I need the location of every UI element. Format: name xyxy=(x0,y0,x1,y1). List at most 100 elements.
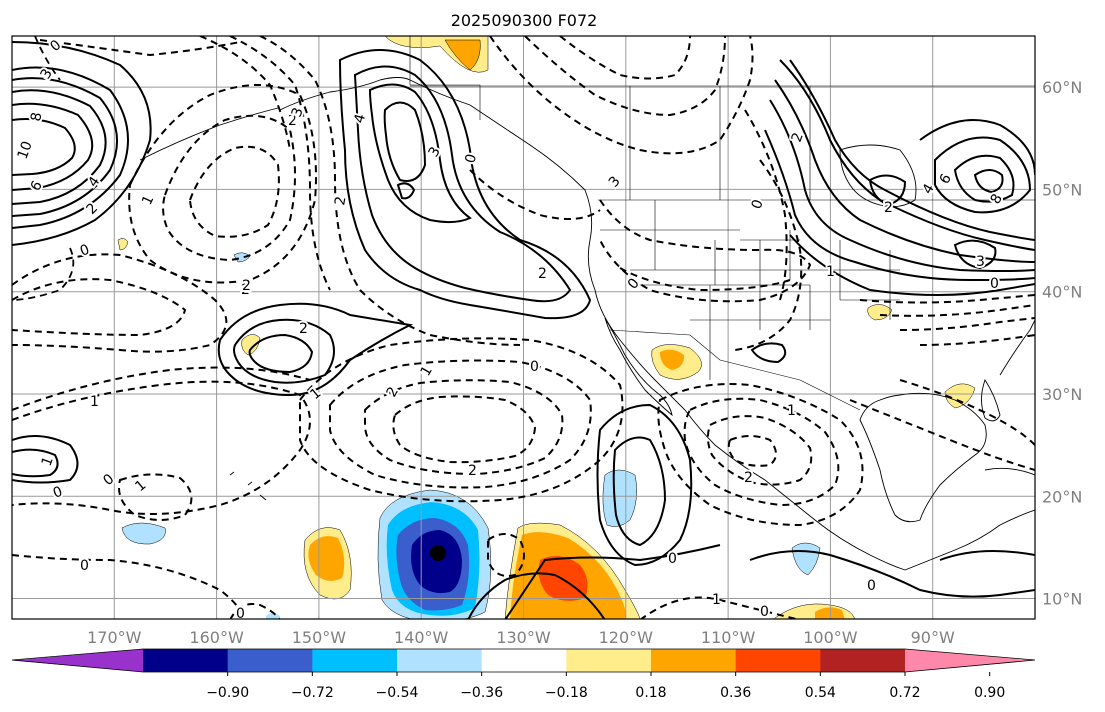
cold-anomaly-center-marker xyxy=(430,545,446,561)
contour-neg-east-3 xyxy=(899,317,1035,331)
warm-anomaly-tiny-b xyxy=(117,238,129,251)
contour-neg-east-2 xyxy=(879,304,1035,317)
contour-pos-ridge-2 xyxy=(353,65,572,303)
contour-label: 0 xyxy=(668,551,677,567)
contour-neg-west-2 xyxy=(12,278,187,337)
shaded-fields xyxy=(117,36,976,619)
contour-pos-east-high-4 xyxy=(973,169,1004,194)
contour-neg-north-4 xyxy=(39,39,241,57)
contour-neg-canada-1 xyxy=(489,36,754,155)
lat-label: 40°N xyxy=(1042,283,1082,302)
contour-pos-ridge-4 xyxy=(383,101,427,182)
contour-pos-nw-3 xyxy=(12,89,107,205)
contour-pos-ridge-3 xyxy=(368,83,472,224)
warm-anomaly-tiny-a xyxy=(241,334,261,356)
contour-pos-west-2 xyxy=(233,318,335,384)
contour-pos-east-3 xyxy=(774,79,1035,263)
lon-label: 160°W xyxy=(189,628,244,647)
warm-anomaly-california-core xyxy=(660,349,685,370)
contour-pos-east-small xyxy=(953,239,997,270)
colorbar-tick-label: −0.18 xyxy=(545,685,588,701)
warm-anomaly-gulf xyxy=(944,383,976,409)
gridlines xyxy=(12,36,1035,619)
contour-label: 2 xyxy=(468,463,477,479)
colorbar-tick-label: 0.18 xyxy=(635,685,666,701)
latitude-labels: 60°N 50°N 40°N 30°N 20°N 10°N xyxy=(1042,78,1082,608)
contour-lines xyxy=(12,36,1035,619)
contour-label: 0 xyxy=(80,558,89,574)
lon-label: 100°W xyxy=(803,628,858,647)
colorbar-segment xyxy=(820,649,906,672)
contour-pos-east-high-5 xyxy=(868,174,907,207)
contour-pos-east-2 xyxy=(789,59,1035,241)
contour-neg-east-6 xyxy=(849,399,1035,471)
map-frame xyxy=(11,35,1036,620)
colorbar-segment xyxy=(397,649,483,672)
contour-label: 0 xyxy=(530,359,539,375)
contour-label: 2 xyxy=(242,278,251,294)
contour-pos-east-4 xyxy=(769,99,1035,272)
contour-pos-southeast xyxy=(749,550,1035,598)
coast-hudson xyxy=(839,144,917,208)
colorbar-tick-label: 0.90 xyxy=(974,685,1005,701)
coastlines xyxy=(139,77,1035,571)
warm-anomaly-alaska-core xyxy=(444,39,481,71)
coast-baja xyxy=(604,317,673,417)
contour-neg-south-2 xyxy=(229,603,281,619)
contour-neg-interior-2 xyxy=(744,109,788,301)
contour-neg-south-1 xyxy=(639,596,801,619)
contour-neg-mexico-4 xyxy=(727,435,777,467)
cold-anomaly-west-small xyxy=(121,522,166,545)
contour-pos-nw-1 xyxy=(12,66,129,229)
country-borders xyxy=(409,36,1035,411)
colorbar-segment xyxy=(651,649,737,672)
warm-anomaly-south-core xyxy=(815,607,845,619)
contour-neg-south-3 xyxy=(487,533,525,577)
colorbar-segment xyxy=(566,649,652,672)
contour-neg-trough-1 xyxy=(299,337,624,503)
lon-label: 120°W xyxy=(599,628,654,647)
colorbar-tick-label: 0.36 xyxy=(720,685,751,701)
cold-anomaly-tiny-b xyxy=(266,613,280,619)
contour-label: 0 xyxy=(867,578,876,594)
contour-neg-north-3 xyxy=(199,36,291,151)
colorbar-tick-label: −0.36 xyxy=(460,685,503,701)
contour-neg-west-5 xyxy=(12,554,246,619)
contour-neg-mexico-3 xyxy=(706,415,813,486)
contour-zero-a xyxy=(34,36,61,81)
contour-pos-west-1 xyxy=(217,302,414,397)
contour-pos-baja-1 xyxy=(596,403,693,567)
contour-neg-trough-2 xyxy=(329,359,592,489)
lon-label: 90°W xyxy=(911,628,955,647)
colorbar-segment xyxy=(143,649,229,672)
contour-pos-baja-2 xyxy=(612,436,667,547)
contour-neg-east-5 xyxy=(899,379,1035,446)
contour-neg-west-4 xyxy=(12,366,311,411)
longitude-labels: 170°W 160°W 150°W 140°W 130°W 120°W 110°W 100°W… xyxy=(87,628,955,647)
contour-neg-west-3 xyxy=(12,380,311,515)
contour-pos-southeast-2 xyxy=(939,550,1035,561)
warm-anomaly-west-core xyxy=(308,536,345,581)
contour-label: 2 xyxy=(241,282,250,298)
contour-neg-mexico-1 xyxy=(657,383,864,527)
lon-label: 140°W xyxy=(394,628,449,647)
colorbar: −0.90 −0.72 −0.54 −0.36 −0.18 0.18 0.36 0.54 0.7… xyxy=(11,648,1036,701)
coast-east xyxy=(999,319,1035,376)
canada-provinces xyxy=(410,85,1035,200)
contour-pos-east-high-1 xyxy=(919,119,1035,176)
contour-pos-east-high-2 xyxy=(934,136,1032,214)
contour-label: 1 xyxy=(787,403,796,419)
contour-label: 2 xyxy=(538,266,547,282)
contour-label: 1 xyxy=(826,264,835,280)
contour-pos-west-edge xyxy=(12,435,79,484)
colorbar-segment xyxy=(227,649,313,672)
colorbar-extend-high xyxy=(905,649,1035,672)
coast-gulf-of-mexico xyxy=(859,392,987,523)
contour-pos-newmexico xyxy=(750,342,787,364)
contour-pos-west-3 xyxy=(248,333,314,374)
contour-pos-east-5 xyxy=(764,129,1035,282)
contour-pos-nw-4 xyxy=(12,102,94,191)
contour-label: 1 xyxy=(712,592,721,608)
lon-label: 110°W xyxy=(701,628,756,647)
lat-label: 10°N xyxy=(1042,590,1082,609)
